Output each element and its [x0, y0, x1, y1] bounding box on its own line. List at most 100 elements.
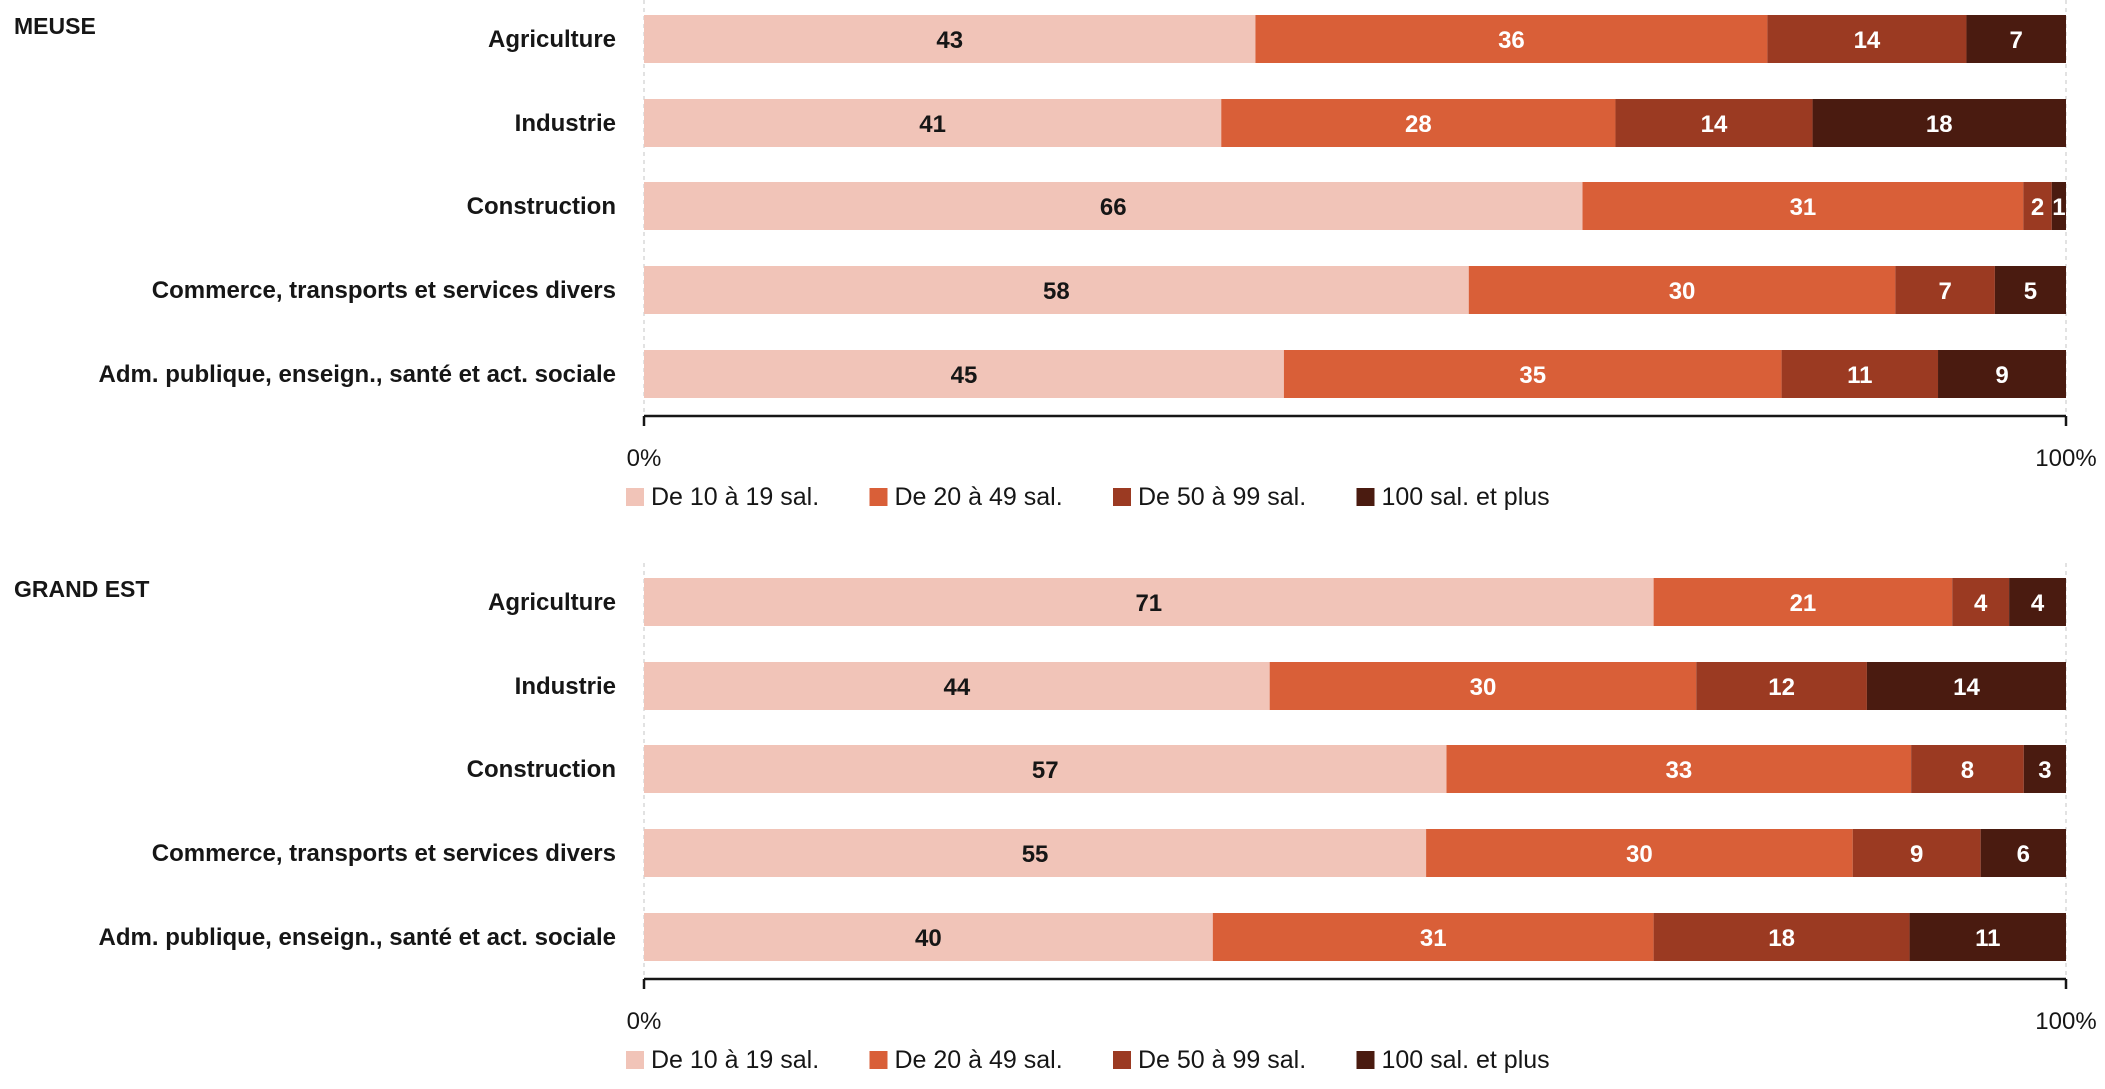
- legend-label: De 10 à 19 sal.: [651, 1046, 819, 1074]
- bar-segment: [644, 15, 1256, 63]
- chart-title: MEUSE: [14, 13, 96, 39]
- data-label: 44: [943, 674, 970, 701]
- x-tick-label: 0%: [627, 445, 662, 472]
- bar-segment: [1952, 578, 2010, 626]
- data-label: 71: [1135, 590, 1162, 617]
- data-label: 5: [2024, 278, 2037, 305]
- legend-swatch: [626, 1051, 644, 1069]
- bar-segment: [1767, 15, 1967, 63]
- bar-segment: [1781, 350, 1939, 398]
- data-label: 55: [1022, 841, 1049, 868]
- bar-segment: [1269, 662, 1697, 710]
- category-label: Industrie: [515, 110, 616, 137]
- data-label: 57: [1032, 757, 1059, 784]
- bar-segment: [644, 578, 1654, 626]
- bar-segment: [1221, 99, 1616, 147]
- bar-segment: [2023, 745, 2066, 793]
- bar-segment: [1866, 662, 2066, 710]
- bar-segment: [644, 745, 1447, 793]
- bar-segment: [2009, 578, 2066, 626]
- data-label: 36: [1498, 27, 1525, 54]
- data-label: 43: [936, 27, 963, 54]
- category-label: Agriculture: [488, 589, 616, 616]
- legend-label: 100 sal. et plus: [1382, 1046, 1550, 1074]
- data-label: 58: [1043, 278, 1070, 305]
- data-label: 30: [1626, 841, 1653, 868]
- data-label: 11: [1847, 362, 1872, 389]
- data-label: 21: [1790, 590, 1817, 617]
- legend-label: De 20 à 49 sal.: [895, 1046, 1063, 1074]
- legend-label: De 10 à 19 sal.: [651, 483, 819, 511]
- bar-segment: [1446, 745, 1912, 793]
- bar-segment: [1994, 266, 2066, 314]
- category-label: Adm. publique, enseign., santé et act. s…: [99, 924, 616, 951]
- bar-segment: [644, 99, 1222, 147]
- data-label: 28: [1405, 111, 1432, 138]
- data-label: 9: [1995, 362, 2008, 389]
- bar-segment: [1980, 829, 2066, 877]
- data-label: 40: [915, 925, 942, 952]
- bar-segment: [1426, 829, 1853, 877]
- data-label: 11: [1975, 925, 2000, 952]
- bar-segment: [644, 350, 1284, 398]
- data-label: 41: [919, 111, 946, 138]
- legend-swatch: [1356, 1051, 1375, 1069]
- legend-swatch: [869, 488, 888, 506]
- bar-segment: [1212, 913, 1654, 961]
- bar-segment: [1852, 829, 1981, 877]
- bar-segment: [644, 913, 1213, 961]
- bar-segment: [1468, 266, 1896, 314]
- data-label: 4: [2031, 590, 2045, 617]
- data-label: 66: [1100, 194, 1127, 221]
- bar-segment: [1909, 913, 2066, 961]
- bar-segment: [1615, 99, 1813, 147]
- x-tick-label: 100%: [2035, 1008, 2096, 1035]
- category-label: Agriculture: [488, 26, 616, 53]
- legend-label: De 20 à 49 sal.: [895, 483, 1063, 511]
- data-label: 31: [1420, 925, 1447, 952]
- bar-segment: [1283, 350, 1782, 398]
- category-label: Industrie: [515, 673, 616, 700]
- category-label: Commerce, transports et services divers: [152, 840, 616, 867]
- category-label: Adm. publique, enseign., santé et act. s…: [99, 361, 616, 388]
- bar-segment: [1255, 15, 1768, 63]
- legend-swatch: [1113, 488, 1131, 506]
- data-label: 18: [1768, 925, 1795, 952]
- category-label: Construction: [467, 193, 616, 220]
- data-label: 6: [2017, 841, 2030, 868]
- data-label: 30: [1669, 278, 1696, 305]
- bar-segment: [1911, 745, 2024, 793]
- data-label: 14: [1953, 674, 1980, 701]
- data-label: 14: [1854, 27, 1881, 54]
- data-label: 7: [2010, 27, 2023, 54]
- category-label: Commerce, transports et services divers: [152, 277, 616, 304]
- x-tick-label: 100%: [2035, 445, 2096, 472]
- data-label: 3: [2038, 757, 2051, 784]
- data-label: 12: [1768, 674, 1795, 701]
- data-label: 33: [1665, 757, 1692, 784]
- bar-segment: [2023, 182, 2052, 230]
- bar-segment: [644, 829, 1427, 877]
- bar-segment: [644, 182, 1583, 230]
- bar-segment: [644, 266, 1469, 314]
- category-label: Construction: [467, 756, 616, 783]
- bar-segment: [1582, 182, 2024, 230]
- data-label: 45: [951, 362, 978, 389]
- bar-segment: [2051, 182, 2066, 230]
- bar-segment: [1895, 266, 1995, 314]
- data-label: 8: [1961, 757, 1974, 784]
- legend-label: 100 sal. et plus: [1382, 483, 1550, 511]
- chart-title: GRAND EST: [14, 576, 149, 602]
- bar-segment: [1653, 913, 1910, 961]
- data-label: 30: [1470, 674, 1497, 701]
- data-label: 35: [1519, 362, 1546, 389]
- data-label: 1: [2052, 194, 2065, 221]
- bar-segment: [1938, 350, 2066, 398]
- bar-segment: [1966, 15, 2066, 63]
- data-label: 31: [1790, 194, 1817, 221]
- x-tick-label: 0%: [627, 1008, 662, 1035]
- bar-segment: [1812, 99, 2066, 147]
